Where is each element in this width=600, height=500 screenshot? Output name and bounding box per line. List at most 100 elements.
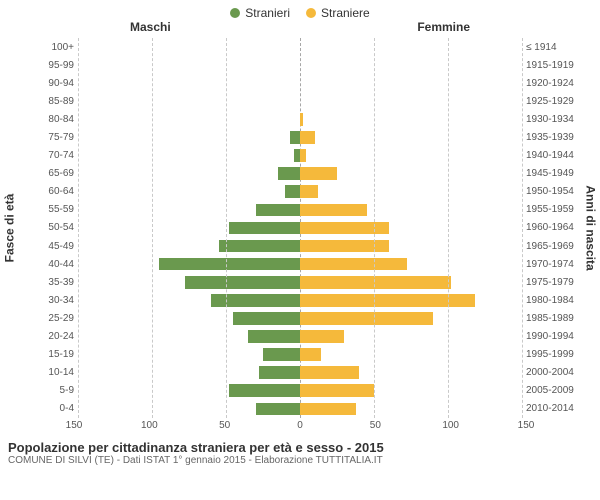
bar-female: [300, 204, 367, 217]
grid-line: [448, 38, 449, 418]
bar-female: [300, 366, 359, 379]
yaxis-tick-left: 55-59: [18, 201, 74, 219]
yaxis-tick-right: 1990-1994: [526, 328, 582, 346]
yaxis-tick-right: 1950-1954: [526, 183, 582, 201]
yaxis-tick-left: 50-54: [18, 219, 74, 237]
yaxis-tick-right: 1955-1959: [526, 201, 582, 219]
yaxis-tick-right: 1940-1944: [526, 147, 582, 165]
yaxis-title-left: Fasce di età: [0, 38, 18, 418]
bar-row: [78, 165, 522, 183]
header-female: Femmine: [417, 20, 470, 34]
yaxis-tick-right: 1915-1919: [526, 56, 582, 74]
chart-root: Stranieri Straniere Maschi Femmine Fasce…: [0, 0, 600, 500]
bar-row: [78, 110, 522, 128]
legend-swatch-female: [306, 8, 316, 18]
bar-female: [300, 276, 451, 289]
bar-male: [285, 185, 300, 198]
legend-item-female: Straniere: [306, 6, 370, 20]
yaxis-tick-right: 1930-1934: [526, 110, 582, 128]
bar-row: [78, 382, 522, 400]
yaxis-tick-left: 90-94: [18, 74, 74, 92]
bar-female: [300, 403, 356, 416]
yaxis-tick-right: 1920-1924: [526, 74, 582, 92]
yaxis-tick-right: 1935-1939: [526, 128, 582, 146]
legend-label-male: Stranieri: [245, 6, 290, 20]
bar-row: [78, 291, 522, 309]
bar-female: [300, 384, 374, 397]
yaxis-tick-right: 1965-1969: [526, 237, 582, 255]
bar-female: [300, 185, 318, 198]
bar-male: [256, 403, 300, 416]
yaxis-tick-left: 65-69: [18, 165, 74, 183]
yaxis-tick-right: 1970-1974: [526, 255, 582, 273]
bar-male: [159, 258, 300, 271]
grid-line: [522, 38, 523, 418]
grid-line: [152, 38, 153, 418]
bar-male: [219, 240, 300, 253]
yaxis-tick-right: 1945-1949: [526, 165, 582, 183]
yaxis-title-right: Anni di nascita: [582, 38, 600, 418]
yaxis-tick-left: 100+: [18, 38, 74, 56]
bar-male: [263, 348, 300, 361]
grid-line: [78, 38, 79, 418]
bar-row: [78, 364, 522, 382]
bar-row: [78, 346, 522, 364]
bar-male: [259, 366, 300, 379]
yaxis-tick-left: 40-44: [18, 255, 74, 273]
bar-male: [229, 222, 300, 235]
bar-row: [78, 328, 522, 346]
yaxis-tick-right: 1960-1964: [526, 219, 582, 237]
xaxis-tick: 50: [370, 420, 381, 431]
yaxis-tick-left: 45-49: [18, 237, 74, 255]
yaxis-tick-left: 5-9: [18, 382, 74, 400]
yaxis-tick-left: 35-39: [18, 273, 74, 291]
xaxis: 15010050050100150: [74, 418, 526, 438]
bar-female: [300, 149, 306, 162]
bar-female: [300, 131, 315, 144]
bar-row: [78, 183, 522, 201]
bar-row: [78, 92, 522, 110]
yaxis-tick-left: 95-99: [18, 56, 74, 74]
bar-male: [185, 276, 300, 289]
bar-female: [300, 348, 321, 361]
bar-row: [78, 56, 522, 74]
footer: Popolazione per cittadinanza straniera p…: [0, 438, 600, 466]
bar-female: [300, 167, 337, 180]
bar-row: [78, 400, 522, 418]
xaxis-tick: 50: [219, 420, 230, 431]
legend: Stranieri Straniere: [0, 0, 600, 20]
bar-female: [300, 258, 407, 271]
yaxis-tick-left: 60-64: [18, 183, 74, 201]
xaxis-tick: 0: [297, 420, 303, 431]
bar-row: [78, 201, 522, 219]
grid-line: [374, 38, 375, 418]
bar-male: [290, 131, 300, 144]
header-male: Maschi: [130, 20, 171, 34]
yaxis-tick-left: 85-89: [18, 92, 74, 110]
yaxis-tick-right: 1985-1989: [526, 309, 582, 327]
bar-row: [78, 309, 522, 327]
yaxis-tick-left: 75-79: [18, 128, 74, 146]
legend-item-male: Stranieri: [230, 6, 290, 20]
yaxis-tick-right: 1975-1979: [526, 273, 582, 291]
bar-female: [300, 330, 344, 343]
yaxis-tick-left: 10-14: [18, 364, 74, 382]
plot-wrap: Fasce di età 100+95-9990-9485-8980-8475-…: [0, 38, 600, 418]
yaxis-tick-right: 2000-2004: [526, 364, 582, 382]
yaxis-tick-left: 80-84: [18, 110, 74, 128]
yaxis-tick-right: 1980-1984: [526, 291, 582, 309]
bar-male: [229, 384, 300, 397]
footer-sub: COMUNE DI SILVI (TE) - Dati ISTAT 1° gen…: [8, 455, 592, 466]
legend-swatch-male: [230, 8, 240, 18]
bar-row: [78, 219, 522, 237]
bar-row: [78, 255, 522, 273]
footer-title: Popolazione per cittadinanza straniera p…: [8, 440, 592, 455]
xaxis-tick: 150: [66, 420, 83, 431]
yaxis-tick-left: 25-29: [18, 309, 74, 327]
bar-row: [78, 273, 522, 291]
bar-female: [300, 312, 433, 325]
bar-row: [78, 237, 522, 255]
bar-row: [78, 147, 522, 165]
grid-line: [226, 38, 227, 418]
yaxis-tick-right: 2005-2009: [526, 382, 582, 400]
